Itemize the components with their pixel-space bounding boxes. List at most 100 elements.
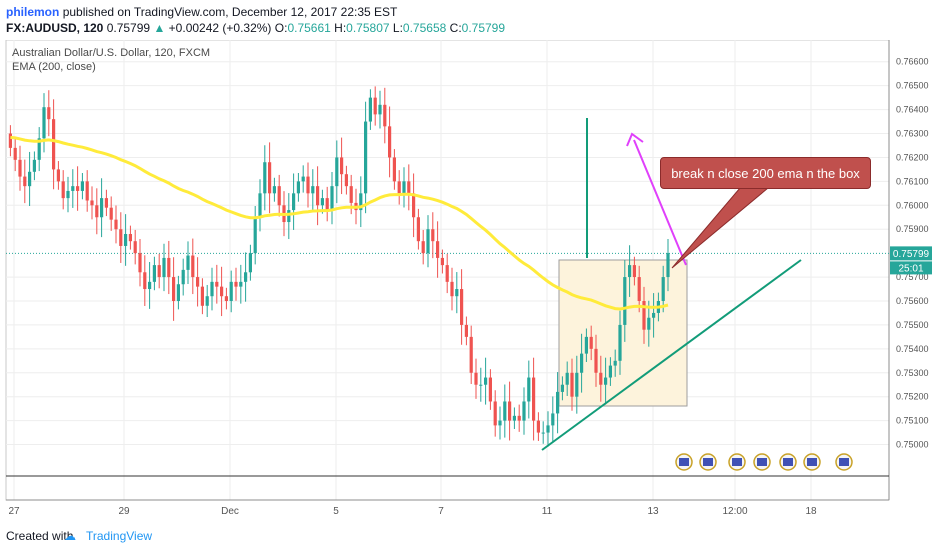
candle-body [340, 157, 344, 175]
candle-body [460, 289, 464, 325]
candle-body [23, 176, 27, 187]
consolidation-box[interactable] [558, 259, 688, 407]
candle-body [383, 104, 387, 127]
change-value: +0.00242 (+0.32%) [168, 21, 272, 35]
ema-200-line[interactable] [10, 135, 669, 311]
flag-stripes-icon [839, 458, 849, 466]
candle-body [637, 277, 641, 301]
price-axis[interactable]: 0.76600 0.76500 0.76400 0.76300 0.76200 0.761… [896, 57, 929, 450]
flag-stripes-icon [679, 458, 689, 466]
candle-body [560, 384, 564, 392]
candle-body [359, 193, 363, 211]
candle-body [109, 207, 113, 220]
candle-body [301, 176, 305, 182]
candle-body [191, 255, 195, 278]
candle-body [248, 253, 252, 273]
candle-body [292, 193, 296, 211]
price-chart[interactable]: 27 29 Dec 5 7 11 13 12:00 18 0.76600 0.76500 0.764… [0, 40, 932, 522]
candle-body [584, 336, 588, 354]
candle-body [450, 281, 454, 297]
price-tick-label: 0.75200 [896, 392, 929, 402]
time-tick-label: 29 [118, 506, 130, 517]
candle-body [364, 121, 368, 194]
candle-body [474, 372, 478, 385]
candle-body [527, 377, 531, 402]
candle-body [522, 401, 526, 421]
candle-body [114, 219, 118, 230]
flag-stripes-icon [783, 458, 793, 466]
candle-body [493, 401, 497, 426]
candle-body [263, 162, 267, 194]
indicator-label[interactable]: EMA (200, close) [12, 61, 96, 73]
candle-body [455, 289, 459, 297]
price-tick-label: 0.75900 [896, 224, 929, 234]
last-price: 0.75799 [106, 21, 151, 35]
candle-body [148, 281, 152, 290]
candle-body [306, 176, 310, 194]
candle-body [181, 269, 185, 285]
candle-body [104, 198, 108, 208]
candle-body [503, 401, 507, 421]
annotation-callout[interactable]: break n close 200 ema n the box [660, 157, 871, 189]
candle-body [172, 277, 176, 301]
candle-body [258, 193, 262, 218]
candle-body [330, 186, 334, 211]
countdown-label: 25:01 [898, 263, 923, 274]
candle-body [344, 174, 348, 187]
candle-body [652, 312, 656, 318]
candle-body [397, 181, 401, 194]
candle-body [604, 377, 608, 385]
candle-body [80, 181, 84, 191]
time-tick-label: 27 [8, 506, 20, 517]
price-tick-label: 0.75300 [896, 368, 929, 378]
candle-body [66, 190, 70, 199]
candle-body [18, 159, 22, 177]
price-tag-label: 0.75799 [893, 249, 930, 260]
candle-body [402, 181, 406, 194]
candle-body [239, 281, 243, 287]
tradingview-link[interactable]: TradingView [86, 529, 153, 543]
candle-body [599, 372, 603, 385]
economic-events[interactable] [675, 453, 853, 471]
candle-body [56, 169, 60, 182]
candle-body [647, 317, 651, 330]
low-label: L: [392, 21, 403, 35]
time-tick-label: 12:00 [722, 506, 747, 517]
candle-body [229, 281, 233, 301]
candle-body [8, 133, 12, 148]
candle-body [90, 200, 94, 206]
candle-body [335, 157, 339, 187]
candle-body [128, 234, 132, 242]
candle-body [498, 420, 502, 426]
candle-body [224, 296, 228, 301]
candle-body [512, 415, 516, 421]
candle-body [594, 348, 598, 373]
price-tick-label: 0.76200 [896, 152, 929, 162]
close-label: C: [449, 21, 462, 35]
candle-body [349, 186, 353, 203]
price-tick-label: 0.76000 [896, 200, 929, 210]
candle-body [220, 286, 224, 297]
price-tick-label: 0.75400 [896, 344, 929, 354]
candle-body [244, 272, 248, 282]
price-tick-label: 0.76600 [896, 57, 929, 67]
candle-body [436, 241, 440, 258]
projection-arrow[interactable] [633, 139, 687, 266]
candle-body [28, 171, 32, 187]
candle-body [42, 107, 46, 139]
candle-body [508, 401, 512, 421]
time-tick-label: 5 [333, 506, 339, 517]
trend-line[interactable] [541, 259, 802, 451]
candle-body [642, 300, 646, 330]
candle-body [426, 229, 430, 254]
candle-body [205, 296, 209, 306]
time-tick-label: Dec [221, 506, 239, 517]
created-with-label: Created with [6, 529, 74, 543]
author-link[interactable]: philemon [6, 5, 60, 19]
candle-body [541, 432, 545, 434]
candle-body [431, 229, 435, 242]
candle-body [325, 198, 329, 211]
candle-body [61, 181, 65, 199]
candle-body [143, 272, 147, 290]
change-arrow-icon: ▲ [153, 21, 166, 35]
